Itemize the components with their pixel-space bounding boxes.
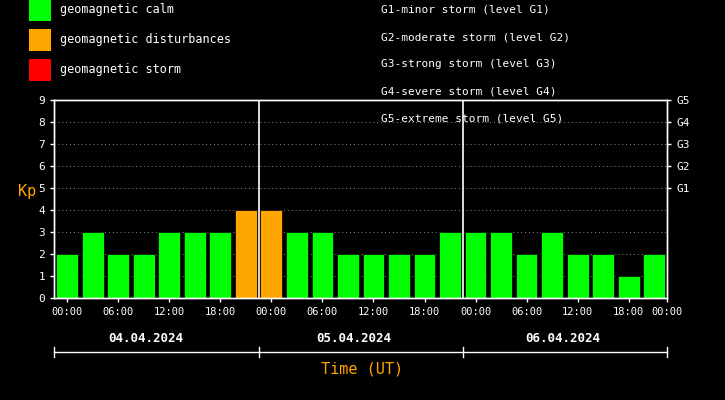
Bar bbox=[210, 232, 231, 298]
Bar bbox=[107, 254, 129, 298]
Bar bbox=[414, 254, 435, 298]
Bar bbox=[618, 276, 639, 298]
Bar bbox=[158, 232, 180, 298]
Bar bbox=[643, 254, 665, 298]
Bar bbox=[133, 254, 154, 298]
Text: 04.04.2024: 04.04.2024 bbox=[108, 332, 183, 345]
Bar bbox=[465, 232, 486, 298]
Text: 06.04.2024: 06.04.2024 bbox=[525, 332, 600, 345]
Bar bbox=[490, 232, 512, 298]
Bar bbox=[388, 254, 410, 298]
Bar bbox=[260, 210, 282, 298]
Text: geomagnetic calm: geomagnetic calm bbox=[60, 4, 174, 16]
Bar bbox=[542, 232, 563, 298]
Bar bbox=[82, 232, 104, 298]
Bar bbox=[362, 254, 384, 298]
Text: G3-strong storm (level G3): G3-strong storm (level G3) bbox=[381, 60, 556, 70]
Bar bbox=[515, 254, 537, 298]
Text: 05.04.2024: 05.04.2024 bbox=[317, 332, 392, 345]
Bar bbox=[184, 232, 206, 298]
Bar bbox=[439, 232, 461, 298]
Text: G1-minor storm (level G1): G1-minor storm (level G1) bbox=[381, 5, 550, 15]
Bar bbox=[235, 210, 257, 298]
Text: G5-extreme storm (level G5): G5-extreme storm (level G5) bbox=[381, 114, 563, 124]
Text: geomagnetic storm: geomagnetic storm bbox=[60, 64, 181, 76]
Bar bbox=[57, 254, 78, 298]
Bar bbox=[592, 254, 614, 298]
Text: Time (UT): Time (UT) bbox=[321, 362, 404, 377]
Bar bbox=[337, 254, 359, 298]
Text: G4-severe storm (level G4): G4-severe storm (level G4) bbox=[381, 87, 556, 97]
Text: geomagnetic disturbances: geomagnetic disturbances bbox=[60, 34, 231, 46]
Y-axis label: Kp: Kp bbox=[18, 184, 36, 199]
Text: G2-moderate storm (level G2): G2-moderate storm (level G2) bbox=[381, 32, 570, 42]
Bar bbox=[312, 232, 334, 298]
Bar bbox=[286, 232, 307, 298]
Bar bbox=[567, 254, 589, 298]
